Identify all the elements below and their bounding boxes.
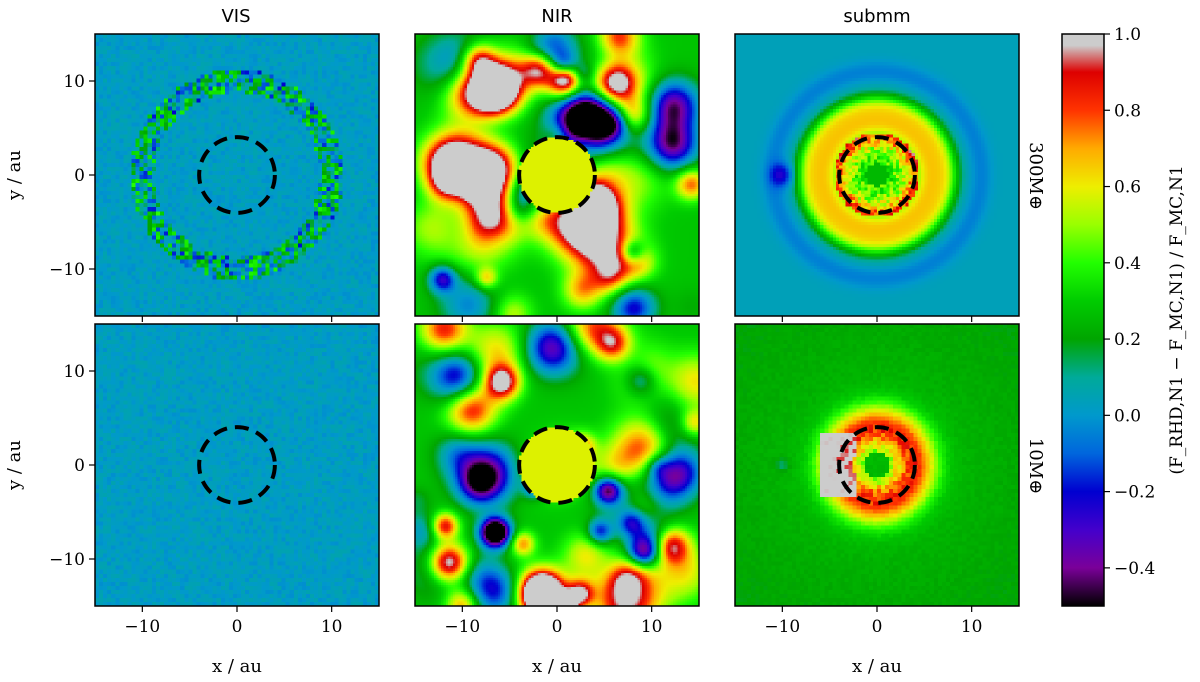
heatmap-nir-10m-	[415, 324, 699, 606]
colorbar-tick-label: 1.0	[1114, 25, 1141, 45]
y-tick-label: −10	[49, 550, 85, 570]
y-tick-label: −10	[49, 260, 85, 280]
heatmap-submm-300m-	[735, 34, 1019, 316]
colorbar-tick-label: −0.4	[1114, 559, 1155, 579]
row-label-10: 10M⊕	[1025, 438, 1046, 494]
heatmap-panels	[95, 34, 1019, 606]
x-axis-label: x / au	[532, 656, 582, 677]
x-tick-label: 10	[961, 617, 983, 637]
colorbar-label: (F_RHD,N1 − F_MC,N1) / F_MC,N1	[1167, 165, 1187, 474]
y-axis-label: y / au	[4, 150, 25, 201]
x-tick-label: 10	[641, 617, 663, 637]
column-title-vis: VIS	[221, 6, 250, 27]
heatmap-vis-10m-	[95, 324, 379, 606]
x-tick-label: 10	[321, 617, 343, 637]
colorbar-tick-label: 0.4	[1114, 254, 1141, 274]
heatmap-vis-300m-	[95, 34, 379, 316]
colorbar-tick-label: 0.8	[1114, 101, 1141, 121]
row-label-300: 300M⊕	[1025, 142, 1046, 210]
planet-hill-circle	[517, 425, 597, 505]
axes: 10 0 −10 y / au −10 0 10 10 0 −10 y / au x / au −10 0…	[4, 33, 1020, 677]
x-tick-label: −10	[764, 617, 800, 637]
x-tick-label: −10	[124, 617, 160, 637]
column-title-submm: submm	[843, 6, 910, 27]
x-axis-label: x / au	[212, 656, 262, 677]
x-tick-label: 0	[232, 617, 243, 637]
colorbar	[1061, 33, 1105, 607]
x-tick-label: 0	[552, 617, 563, 637]
y-tick-label: 0	[74, 166, 85, 186]
planet-hill-circle	[197, 425, 277, 505]
colorbar-tick-label: 0.6	[1114, 178, 1141, 198]
planet-hill-circle	[837, 135, 917, 215]
planet-hill-circle	[837, 425, 917, 505]
y-axis-label: y / au	[4, 440, 25, 491]
column-title-nir: NIR	[541, 6, 572, 27]
x-tick-label: −10	[444, 617, 480, 637]
colorbar-ticks: 1.0 0.8 0.6 0.4 0.2 0.0 −0.2 −0.4	[1104, 25, 1155, 579]
y-tick-label: 0	[74, 456, 85, 476]
x-axis-label: x / au	[852, 656, 902, 677]
y-tick-label: 10	[63, 362, 85, 382]
heatmap-submm-10m-	[735, 324, 1019, 606]
heatmap-nir-300m-	[415, 34, 699, 316]
planet-hill-circle	[197, 135, 277, 215]
colorbar-tick-label: 0.2	[1114, 330, 1141, 350]
x-tick-label: 0	[872, 617, 883, 637]
y-tick-label: 10	[63, 72, 85, 92]
colorbar-tick-label: 0.0	[1114, 406, 1141, 426]
colorbar-tick-label: −0.2	[1114, 483, 1155, 503]
planet-hill-circle	[517, 135, 597, 215]
